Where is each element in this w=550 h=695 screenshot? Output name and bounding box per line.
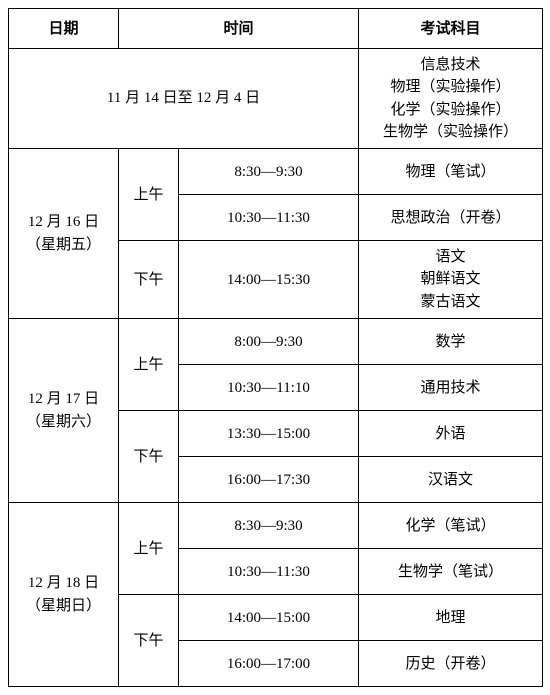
- header-row: 日期 时间 考试科目: [9, 9, 543, 49]
- header-time: 时间: [119, 9, 359, 49]
- day3-slot3-time: 16:00—17:00: [179, 641, 359, 687]
- day1-slot2-time: 14:00—15:30: [179, 241, 359, 319]
- day3-slot1-time: 10:30—11:30: [179, 549, 359, 595]
- day1-slot1-subject: 思想政治（开卷）: [359, 195, 543, 241]
- day2-slot0-subject: 数学: [359, 319, 543, 365]
- day3-pm: 下午: [119, 595, 179, 687]
- day3-slot0-subject: 化学（笔试）: [359, 503, 543, 549]
- day3-slot1-subject: 生物学（笔试）: [359, 549, 543, 595]
- day2-slot2-subject: 外语: [359, 411, 543, 457]
- day1-slot0-subject: 物理（笔试）: [359, 149, 543, 195]
- day3-am: 上午: [119, 503, 179, 595]
- table-row: 12 月 18 日（星期日） 上午 8:30—9:30 化学（笔试）: [9, 503, 543, 549]
- lab-subjects: 信息技术物理（实验操作）化学（实验操作）生物学（实验操作）: [359, 49, 543, 149]
- day3-slot0-time: 8:30—9:30: [179, 503, 359, 549]
- day2-slot1-subject: 通用技术: [359, 365, 543, 411]
- day1-slot1-time: 10:30—11:30: [179, 195, 359, 241]
- day2-slot3-subject: 汉语文: [359, 457, 543, 503]
- day2-am: 上午: [119, 319, 179, 411]
- day3-slot3-subject: 历史（开卷）: [359, 641, 543, 687]
- day1-pm: 下午: [119, 241, 179, 319]
- day2-date: 12 月 17 日（星期六）: [9, 319, 119, 503]
- day1-am: 上午: [119, 149, 179, 241]
- exam-schedule-table: 日期 时间 考试科目 11 月 14 日至 12 月 4 日 信息技术物理（实验…: [8, 8, 543, 687]
- day2-slot0-time: 8:00—9:30: [179, 319, 359, 365]
- day3-slot2-time: 14:00—15:00: [179, 595, 359, 641]
- row-lab-period: 11 月 14 日至 12 月 4 日 信息技术物理（实验操作）化学（实验操作）…: [9, 49, 543, 149]
- day2-slot1-time: 10:30—11:10: [179, 365, 359, 411]
- table-row: 12 月 17 日（星期六） 上午 8:00—9:30 数学: [9, 319, 543, 365]
- day1-date: 12 月 16 日（星期五）: [9, 149, 119, 319]
- lab-date-range: 11 月 14 日至 12 月 4 日: [9, 49, 359, 149]
- header-date: 日期: [9, 9, 119, 49]
- day1-slot0-time: 8:30—9:30: [179, 149, 359, 195]
- day1-slot2-subject: 语文朝鲜语文蒙古语文: [359, 241, 543, 319]
- day3-date: 12 月 18 日（星期日）: [9, 503, 119, 687]
- day2-slot2-time: 13:30—15:00: [179, 411, 359, 457]
- day3-slot2-subject: 地理: [359, 595, 543, 641]
- day2-pm: 下午: [119, 411, 179, 503]
- header-subject: 考试科目: [359, 9, 543, 49]
- day2-slot3-time: 16:00—17:30: [179, 457, 359, 503]
- table-row: 12 月 16 日（星期五） 上午 8:30—9:30 物理（笔试）: [9, 149, 543, 195]
